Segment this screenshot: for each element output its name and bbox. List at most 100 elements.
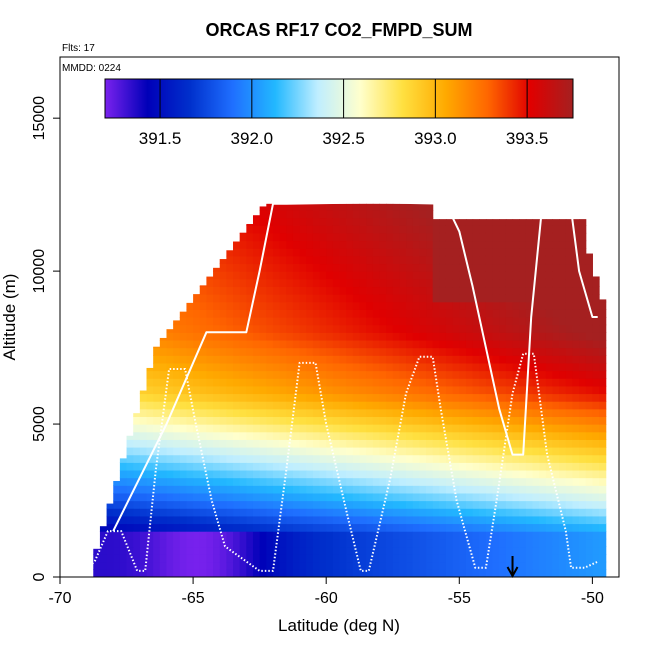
- heatmap-cell: [472, 408, 480, 418]
- heatmap-cell: [139, 447, 148, 456]
- heatmap-cell: [426, 385, 434, 395]
- heatmap-cell: [432, 431, 440, 440]
- heatmap-cell: [399, 393, 407, 402]
- heatmap-cell: [312, 217, 321, 226]
- heatmap-cell: [286, 469, 294, 479]
- heatmap-cell: [379, 332, 387, 341]
- heatmap-cell: [219, 447, 227, 456]
- heatmap-cell: [312, 447, 321, 456]
- heatmap-cell: [419, 217, 427, 226]
- heatmap-cell: [392, 286, 400, 295]
- heatmap-cell: [159, 546, 168, 555]
- heatmap-cell: [445, 477, 454, 486]
- heatmap-cell: [306, 255, 314, 265]
- heatmap-cell: [459, 309, 467, 318]
- heatmap-cell: [113, 492, 121, 502]
- heatmap-cell: [359, 439, 367, 448]
- heatmap-cell: [233, 561, 241, 570]
- heatmap-cell: [585, 508, 593, 517]
- heatmap-cell: [246, 538, 254, 548]
- heatmap-cell: [319, 439, 327, 448]
- heatmap-cell: [599, 393, 607, 402]
- heatmap-cell: [272, 424, 281, 433]
- heatmap-cell: [585, 439, 593, 448]
- heatmap-cell: [139, 390, 148, 395]
- heatmap-cell: [366, 454, 374, 463]
- heatmap-cell: [139, 508, 148, 517]
- heatmap-cell: [545, 225, 554, 234]
- heatmap-cell: [279, 416, 287, 425]
- heatmap-cell: [372, 500, 381, 509]
- heatmap-cell: [306, 546, 314, 555]
- heatmap-cell: [386, 515, 394, 525]
- heatmap-cell: [326, 393, 334, 402]
- heatmap-cell: [505, 561, 514, 570]
- heatmap-cell: [445, 500, 454, 509]
- heatmap-cell: [233, 401, 241, 410]
- heatmap-cell: [279, 408, 287, 418]
- heatmap-cell: [599, 332, 607, 341]
- heatmap-cell: [492, 538, 500, 548]
- heatmap-cell: [392, 294, 400, 303]
- heatmap-cell: [246, 515, 254, 525]
- heatmap-cell: [592, 370, 600, 379]
- heatmap-cell: [372, 554, 381, 563]
- heatmap-cell: [539, 317, 547, 326]
- heatmap-cell: [312, 477, 321, 486]
- heatmap-cell: [306, 339, 314, 349]
- heatmap-cell: [279, 393, 287, 402]
- heatmap-cell: [319, 554, 327, 563]
- heatmap-cell: [406, 347, 414, 356]
- heatmap-cell: [426, 492, 434, 502]
- heatmap-cell: [226, 416, 234, 425]
- heatmap-cell: [406, 485, 414, 494]
- heatmap-cell: [585, 538, 593, 548]
- heatmap-cell: [485, 263, 494, 272]
- heatmap-cell: [519, 485, 527, 494]
- heatmap-cell: [472, 378, 480, 387]
- heatmap-cell: [193, 370, 201, 379]
- heatmap-cell: [219, 278, 227, 288]
- heatmap-cell: [459, 401, 467, 410]
- heatmap-cell: [532, 531, 540, 540]
- heatmap-cell: [306, 416, 314, 425]
- heatmap-cell: [465, 294, 474, 303]
- heatmap-cell: [525, 439, 534, 448]
- heatmap-cell: [392, 203, 400, 211]
- heatmap-cell: [412, 554, 420, 563]
- heatmap-cell: [485, 393, 494, 402]
- heatmap-cell: [186, 424, 194, 433]
- heatmap-cell: [419, 500, 427, 509]
- heatmap-cell: [532, 317, 540, 326]
- heatmap-cell: [173, 370, 181, 379]
- heatmap-cell: [233, 393, 241, 402]
- heatmap-cell: [339, 416, 347, 425]
- heatmap-cell: [452, 263, 460, 272]
- heatmap-cell: [406, 240, 414, 249]
- heatmap-cell: [239, 339, 247, 349]
- heatmap-cell: [559, 317, 567, 326]
- heatmap-cell: [426, 485, 434, 494]
- heatmap-cell: [426, 531, 434, 540]
- heatmap-cell: [565, 232, 574, 242]
- heatmap-cell: [252, 393, 261, 402]
- heatmap-cell: [312, 523, 321, 532]
- heatmap-cell: [139, 401, 148, 410]
- heatmap-cell: [439, 240, 447, 249]
- heatmap-cell: [159, 337, 168, 341]
- heatmap-cell: [406, 263, 414, 272]
- heatmap-cell: [312, 408, 321, 418]
- heatmap-cell: [452, 219, 460, 226]
- heatmap-cell: [392, 462, 400, 471]
- heatmap-cell: [559, 263, 567, 272]
- heatmap-cell: [126, 538, 134, 548]
- heatmap-cell: [366, 286, 374, 295]
- heatmap-cell: [332, 454, 341, 463]
- heatmap-cell: [179, 561, 188, 570]
- heatmap-cell: [459, 431, 467, 440]
- heatmap-cell: [426, 431, 434, 440]
- heatmap-cell: [419, 462, 427, 471]
- heatmap-cell: [346, 294, 354, 303]
- heatmap-cell: [186, 309, 194, 318]
- heatmap-cell: [366, 531, 374, 540]
